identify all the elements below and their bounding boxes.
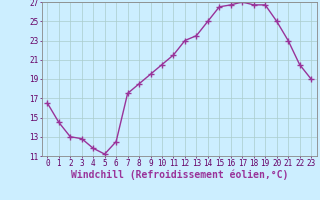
X-axis label: Windchill (Refroidissement éolien,°C): Windchill (Refroidissement éolien,°C) (70, 169, 288, 180)
